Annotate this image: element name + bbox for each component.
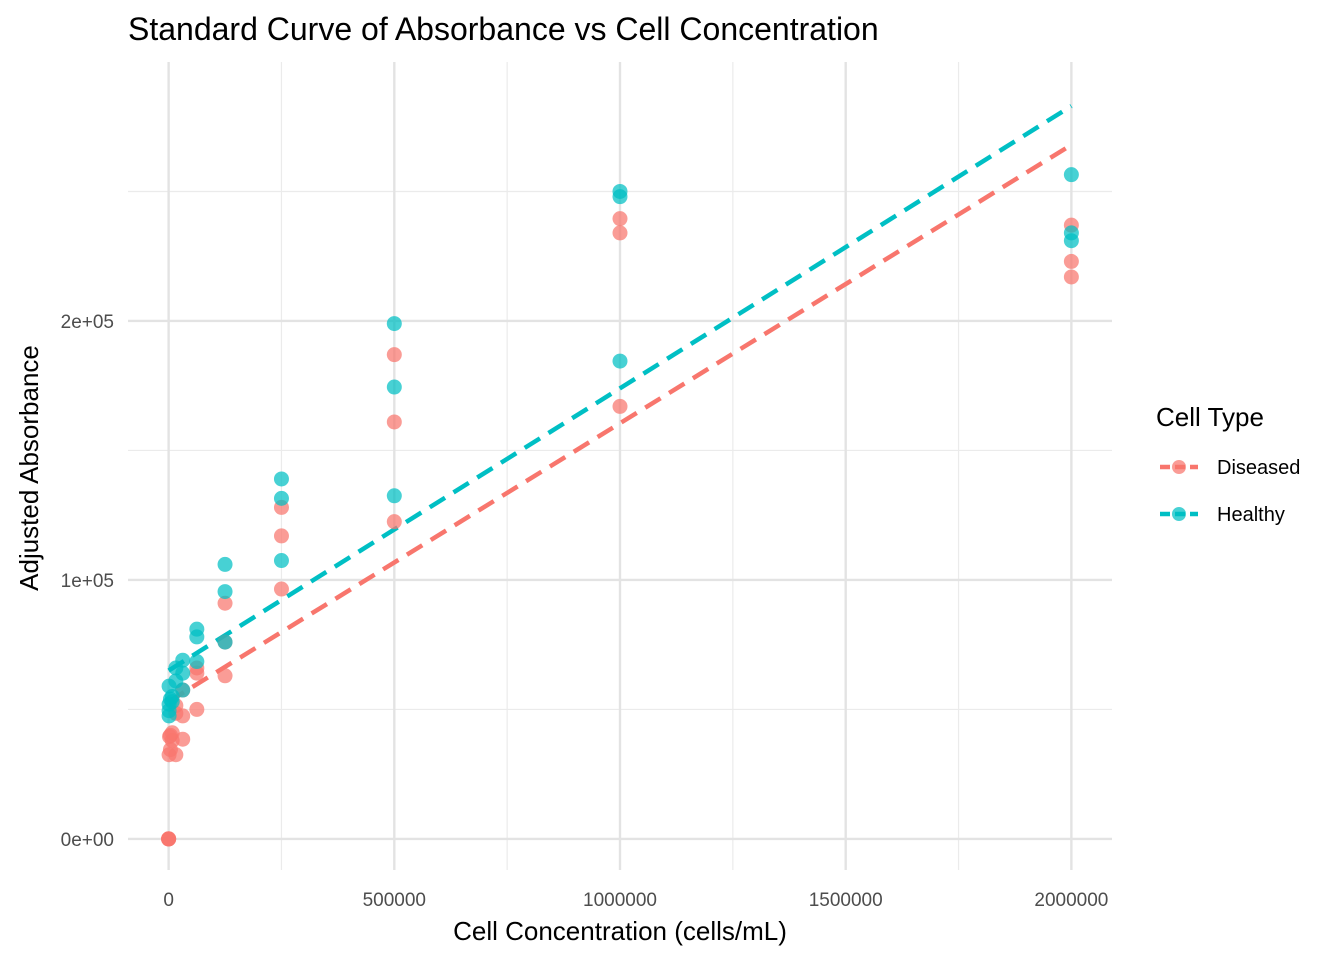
legend: Cell Type Diseased Healthy [1156,402,1300,526]
legend-items: Diseased Healthy [1160,457,1300,526]
diseased-point [217,595,233,611]
fit-lines [167,104,1073,704]
healthy-point [217,634,233,650]
diseased-point [612,211,628,227]
healthy-point [175,665,191,681]
diseased-point [612,225,628,241]
chart-title: Standard Curve of Absorbance vs Cell Con… [128,11,879,47]
x-tick-label: 1000000 [583,890,657,911]
diseased-point [386,414,402,430]
x-tick-label: 2000000 [1034,890,1108,911]
y-tick-label: 0e+00 [61,830,114,851]
data-points [161,167,1079,847]
diseased-point [1063,269,1079,285]
healthy-point [1063,225,1079,241]
x-tick-label: 0 [163,890,174,911]
diseased-point [612,398,628,414]
x-axis-title: Cell Concentration (cells/mL) [453,916,787,946]
diseased-point [189,701,205,717]
healthy-point [273,490,289,506]
healthy-legend-label: Healthy [1217,504,1285,526]
healthy-point [217,556,233,572]
healthy-point [386,488,402,504]
healthy-point [189,654,205,670]
major-gridlines [128,62,1112,870]
diseased-point [273,528,289,544]
diseased-point [386,347,402,363]
healthy-point [175,652,191,668]
x-tick-label: 500000 [363,890,426,911]
diseased-fit-line [167,142,1073,704]
healthy-legend-marker [1172,507,1186,521]
diseased-point [1063,253,1079,269]
diseased-point [161,831,177,847]
healthy-point [386,316,402,332]
diseased-legend-marker [1172,460,1186,474]
healthy-point [386,379,402,395]
diseased-point [168,747,184,763]
healthy-point [273,553,289,569]
y-tick-label: 1e+05 [61,571,114,592]
legend-title: Cell Type [1156,402,1264,432]
healthy-fit-line [167,104,1073,673]
diseased-point [175,708,191,724]
diseased-point [175,731,191,747]
healthy-point [612,353,628,369]
y-axis-title: Adjusted Absorbance [14,345,44,591]
healthy-point [175,682,191,698]
healthy-point [217,584,233,600]
healthy-point [189,621,205,637]
y-tick-labels: 0e+00 1e+05 2e+05 [61,312,114,851]
diseased-point [273,581,289,597]
diseased-legend-label: Diseased [1217,457,1300,479]
healthy-point [612,183,628,199]
y-tick-label: 2e+05 [61,312,114,333]
diseased-point [217,668,233,684]
healthy-point [273,471,289,487]
diseased-point [386,514,402,530]
x-tick-label: 1500000 [809,890,883,911]
healthy-point [1063,167,1079,183]
x-tick-labels: 0 500000 1000000 1500000 2000000 [163,890,1108,911]
